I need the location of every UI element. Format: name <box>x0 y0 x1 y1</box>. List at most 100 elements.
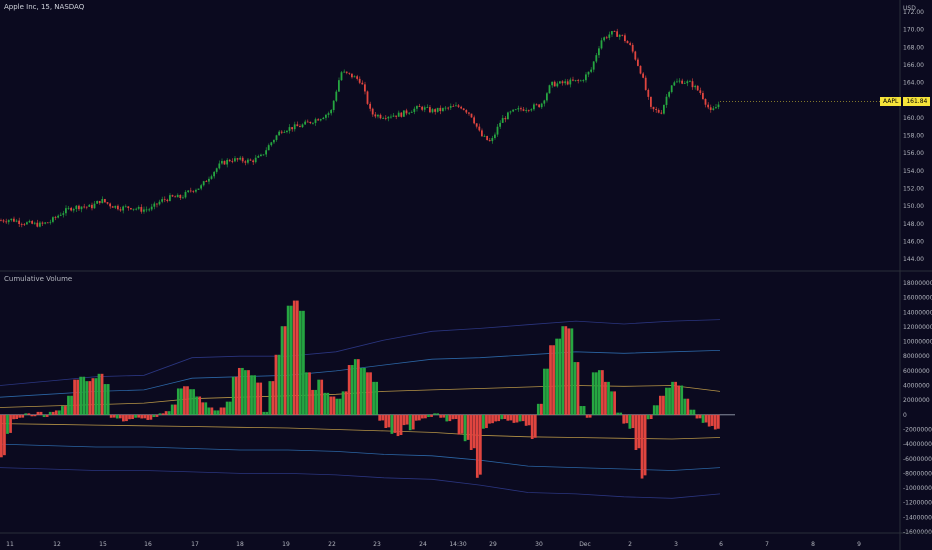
volume-bar <box>152 414 156 418</box>
volume-bar <box>48 411 52 415</box>
candle-body <box>587 71 590 75</box>
candle-body <box>361 82 364 85</box>
price-tick-label: 166.00 <box>903 62 924 69</box>
volume-bar <box>253 375 256 415</box>
price-tick-label: 152.00 <box>903 186 924 193</box>
candle-body <box>265 150 267 155</box>
volume-bar <box>356 359 360 415</box>
candle-body <box>322 117 325 120</box>
candle-body <box>234 158 236 162</box>
candle-body <box>520 108 522 110</box>
candle-body <box>319 119 322 121</box>
candle-body <box>111 206 114 208</box>
price-axis[interactable]: 144.00 146.00 148.00 150.00 152.00 154.00 156.… <box>903 9 924 263</box>
candle-body <box>574 79 577 81</box>
candle-body <box>52 217 54 222</box>
candle-body <box>525 110 527 111</box>
candle-body <box>197 188 200 190</box>
candle-body <box>119 209 122 211</box>
candle-body <box>691 81 694 88</box>
volume-bar <box>655 405 659 415</box>
time-axis[interactable]: 11 12 15 16 17 18 19 22 23 24 14:30 29 30 Dec 2 3 6 7 8 9 <box>6 541 861 548</box>
volume-bar <box>73 379 76 415</box>
candle-body <box>460 106 462 109</box>
candle-body <box>314 119 317 123</box>
volume-tick-label: 6000000 <box>903 368 930 375</box>
candle-body <box>275 135 278 140</box>
volume-tick-label: -10000000 <box>903 485 932 492</box>
volume-pane[interactable] <box>0 300 735 499</box>
candle-body <box>598 48 600 56</box>
volume-bar <box>552 345 555 415</box>
volume-bar <box>570 328 574 415</box>
candle-body <box>470 113 473 118</box>
volume-bar <box>594 372 598 415</box>
volume-bar <box>6 414 9 434</box>
candle-body <box>351 73 353 78</box>
candle-body <box>670 85 673 93</box>
candle-body <box>260 154 262 156</box>
candle-body <box>642 73 644 78</box>
candle-body <box>634 51 637 60</box>
time-tick-label: 11 <box>6 541 14 548</box>
candle-body <box>559 81 561 84</box>
volume-axis[interactable]: 18000000 16000000 14000000 12000000 10000000… <box>903 280 932 536</box>
volume-bar <box>427 414 430 418</box>
volume-bar <box>112 414 116 418</box>
candle-body <box>57 215 59 218</box>
volume-bar <box>207 407 211 415</box>
candle-body <box>660 112 663 114</box>
candle-body <box>70 207 72 211</box>
volume-bar <box>265 411 269 415</box>
volume-bar <box>707 414 711 427</box>
volume-bar <box>295 300 299 415</box>
volume-bar <box>436 413 440 415</box>
volume-bar <box>228 401 232 415</box>
volume-bar <box>445 414 449 422</box>
volume-bar <box>57 410 61 415</box>
volume-bar <box>109 414 113 418</box>
volume-bar <box>716 414 720 429</box>
candle-body <box>80 206 83 210</box>
price-pane[interactable] <box>0 28 900 228</box>
volume-bar <box>503 414 507 419</box>
candle-body <box>132 208 135 210</box>
candle-body <box>561 81 564 84</box>
volume-bar <box>564 326 568 415</box>
price-tick-label: 170.00 <box>903 27 924 34</box>
volume-bar <box>463 414 467 442</box>
volume-bar <box>277 354 281 415</box>
candle-body <box>267 145 270 151</box>
candle-body <box>117 205 119 210</box>
volume-tick-label: -2000000 <box>903 426 932 433</box>
volume-bar <box>21 414 25 418</box>
volume-bar <box>378 414 382 421</box>
volume-bar <box>662 395 665 415</box>
candle-body <box>254 157 257 163</box>
volume-bar <box>680 385 684 415</box>
candle-body <box>637 59 639 66</box>
volume-bar <box>692 409 696 415</box>
candle-body <box>382 118 384 119</box>
candle-body <box>327 113 330 115</box>
candle-body <box>262 154 265 156</box>
volume-tick-label: 0 <box>903 412 907 419</box>
volume-bar <box>536 403 540 415</box>
volume-bar <box>76 379 80 415</box>
chart-title: Apple Inc, 15, NASDAQ <box>4 3 85 11</box>
candle-body <box>0 220 2 222</box>
volume-bar <box>231 376 235 415</box>
candle-body <box>33 222 36 224</box>
candle-body <box>150 206 153 210</box>
candle-body <box>395 115 397 117</box>
candle-body <box>176 194 179 198</box>
volume-tick-label: -6000000 <box>903 456 932 463</box>
candle-body <box>374 114 377 117</box>
candle-body <box>304 121 306 125</box>
volume-bar <box>161 413 165 415</box>
candle-body <box>104 199 106 203</box>
candle-body <box>312 122 314 124</box>
volume-bar <box>317 379 321 415</box>
volume-bar <box>201 402 205 415</box>
